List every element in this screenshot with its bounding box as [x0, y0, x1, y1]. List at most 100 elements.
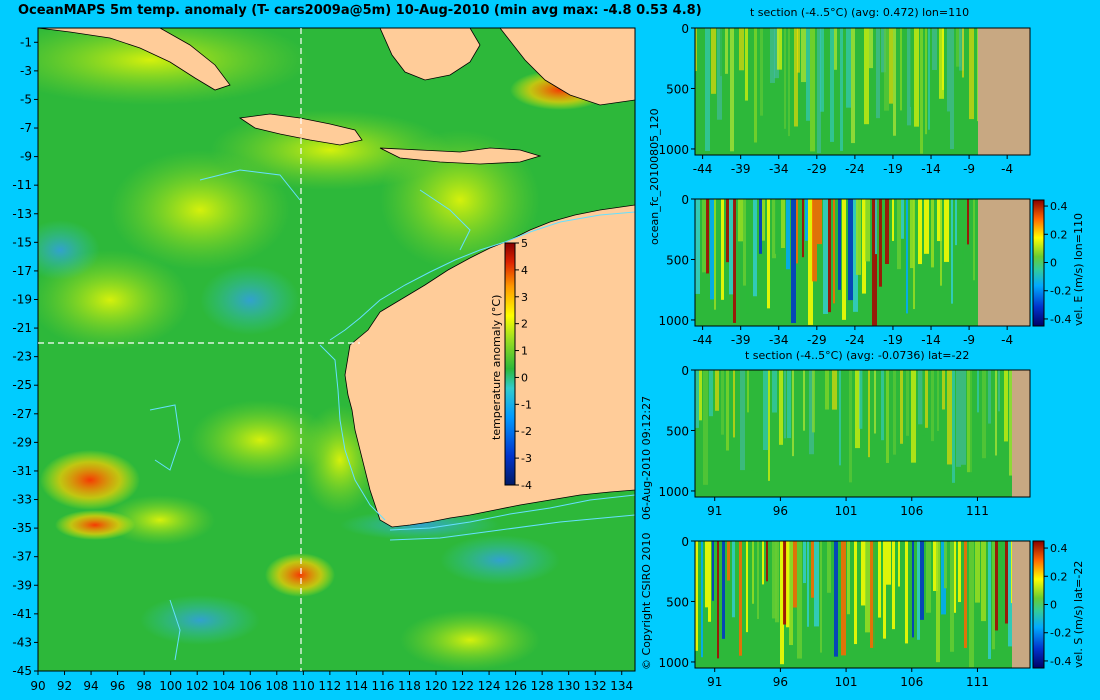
section-x-tick-label: -34	[769, 333, 789, 347]
section-field-streak	[907, 28, 911, 126]
section-field-streak	[834, 28, 837, 70]
section-field-streak	[763, 370, 768, 451]
section-field-streak	[881, 28, 886, 73]
section-field-streak	[811, 541, 814, 598]
velocity-colorbar-tick-label: -0.4	[1050, 655, 1071, 668]
section-field-streak	[970, 370, 973, 482]
section-field-streak	[702, 199, 707, 273]
section-field-streak	[725, 28, 728, 74]
section-field-streak	[820, 541, 822, 653]
section-field-streak	[917, 541, 920, 640]
section-field-streak	[883, 541, 886, 639]
map-x-tick-label: 92	[57, 679, 72, 693]
section-field-streak	[969, 28, 974, 120]
section-field-streak	[802, 199, 804, 258]
section-field-streak	[793, 541, 797, 608]
section-field-streak	[847, 541, 850, 615]
section-field-streak	[824, 28, 829, 69]
section-field-streak	[855, 370, 860, 449]
section-field-streak	[861, 541, 866, 606]
section-field-streak	[865, 199, 870, 262]
section-field-streak	[892, 541, 895, 630]
section-field-streak	[779, 370, 783, 445]
section-field-streak	[832, 370, 837, 410]
map-y-tick-label: -27	[12, 407, 32, 421]
section-field-streak	[833, 199, 835, 304]
section-field-streak	[751, 28, 754, 154]
section-field-streak	[937, 370, 939, 431]
section-field-streak	[900, 28, 902, 111]
section3-title: t section (-4..5°C) (avg: -0.0736) lat=-…	[745, 349, 970, 362]
land-sumatra	[38, 28, 231, 91]
section-field-streak	[784, 370, 786, 439]
section-x-tick-label: 91	[707, 675, 722, 689]
map-y-tick-label: -39	[12, 578, 32, 592]
section-field-streak	[757, 541, 759, 619]
section-field-streak	[817, 28, 821, 154]
vel-s-ylabel: vel. S (m/s) lat=-22	[1072, 560, 1085, 668]
section-x-tick-label: -24	[845, 333, 865, 347]
section-field-streak	[767, 28, 769, 69]
section-field-streak	[799, 370, 801, 492]
section-field-streak	[803, 370, 805, 431]
panel-t-lon: -44 -39 -34 -29 -24 -19 -14 -9 -4 0 500 1000	[658, 22, 1031, 176]
section-field-streak	[754, 28, 757, 143]
section-field-streak	[772, 199, 776, 259]
colorbar-tick-label: 0	[521, 371, 528, 384]
section-field-streak	[729, 199, 734, 295]
map-y-tick-label: -23	[12, 350, 32, 364]
section-x-tick-label: -14	[921, 162, 941, 176]
section-field-streak	[962, 28, 964, 78]
section-field-streak	[859, 370, 863, 429]
section-x-tick-label: -9	[963, 333, 975, 347]
section-field-streak	[792, 370, 794, 457]
section-y-tick-label: 500	[666, 253, 689, 267]
section-field-streak	[913, 199, 915, 310]
section-x-tick-label: 96	[773, 504, 788, 518]
section-field-streak	[959, 28, 964, 71]
section-field-streak	[879, 199, 882, 287]
section-field-streak	[995, 370, 997, 456]
section-field-streak	[827, 541, 831, 593]
map-x-tick-label: 120	[425, 679, 448, 693]
section-field-streak	[760, 28, 763, 116]
section-field-streak	[889, 28, 893, 104]
section-field-streak	[898, 541, 900, 587]
map-title: OceanMAPS 5m temp. anomaly (T- cars2009a…	[18, 3, 702, 18]
section-field-streak	[885, 199, 889, 264]
section-field-streak	[788, 28, 790, 137]
land-borneo	[379, 28, 481, 81]
section-field-streak	[708, 541, 711, 622]
map-x-tick-label: 128	[531, 679, 554, 693]
map-y-tick-label: -1	[20, 35, 32, 49]
section-field-streak	[823, 199, 828, 314]
velocity-colorbar-tick-label: 0	[1050, 599, 1057, 612]
bathymetry-contours	[149, 169, 635, 661]
section-field-streak	[733, 199, 736, 323]
section-field-streak	[721, 199, 724, 300]
velocity-colorbar-tick-label: 0.2	[1050, 228, 1068, 241]
section-field-streak	[931, 199, 934, 268]
map-x-tick-label: 108	[265, 679, 288, 693]
section-field-streak	[905, 541, 908, 644]
section-field-streak	[869, 28, 873, 69]
section-y-tick-label: 1000	[658, 656, 689, 670]
section-field-streak	[942, 28, 944, 90]
map-x-tick-label: 132	[584, 679, 607, 693]
section-field-streak	[825, 370, 829, 410]
section-field-streak	[886, 541, 891, 585]
section-field-streak	[762, 199, 765, 241]
section-land	[978, 199, 1030, 326]
section-field-streak	[992, 541, 995, 650]
section-field-streak	[969, 541, 974, 668]
section-field-streak	[875, 199, 877, 255]
map-y-axis: -1 -3 -5 -7 -9 -11 -13 -15 -17 -19 -21 -23 -25 -27 -29…	[12, 35, 38, 678]
section-field-streak	[939, 28, 944, 99]
section-field-streak	[714, 199, 716, 310]
timestamp-label: 06-Aug-2010 09:12:27	[640, 395, 653, 520]
section-field-streak	[746, 199, 749, 314]
section-field-streak	[695, 370, 699, 428]
panel-vel-s: 91 96 101 106 111 0 500 1000 0.4 0.2 0 -0.2 -0.4	[658, 535, 1071, 689]
section-field-streak	[977, 370, 979, 413]
section-field-streak	[695, 541, 698, 651]
